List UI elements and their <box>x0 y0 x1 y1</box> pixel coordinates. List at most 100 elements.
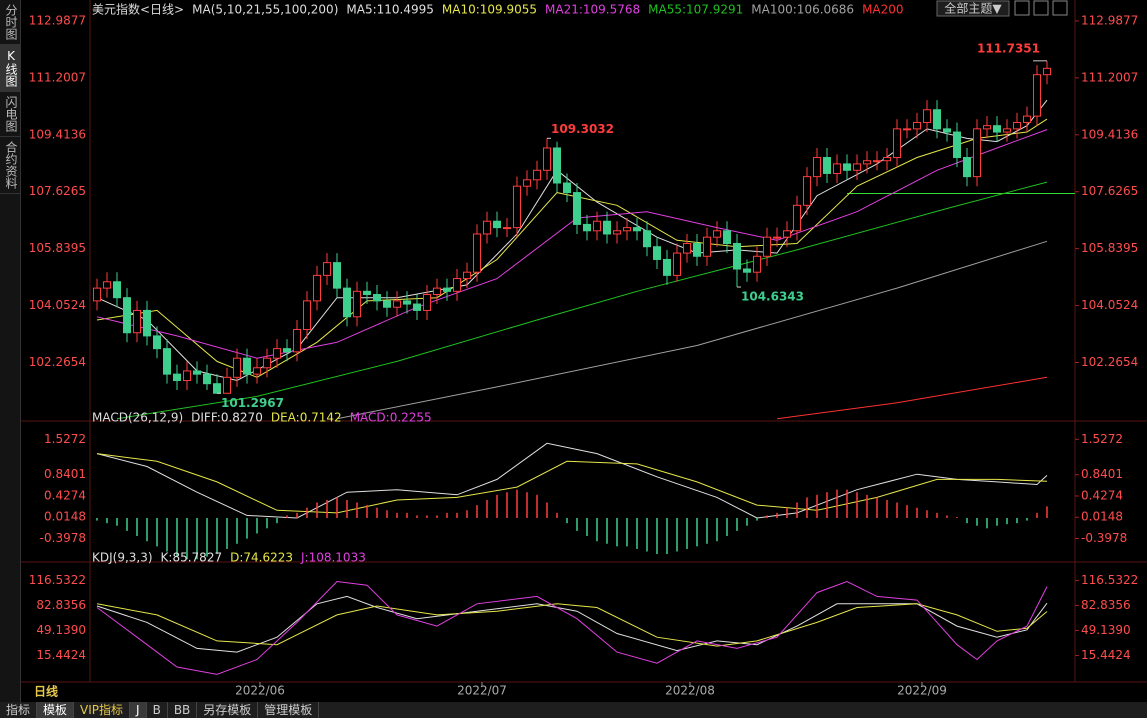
y-tick-label: 107.6265 <box>1081 184 1138 198</box>
candle-body <box>823 157 831 174</box>
sidebar-tab[interactable]: 分时图 <box>0 0 20 45</box>
candle-body <box>203 373 211 385</box>
candle-body <box>443 287 451 292</box>
candle-body <box>253 367 261 375</box>
extreme-label: 109.3032 <box>551 122 614 136</box>
y-tick-label: -0.3978 <box>40 531 86 545</box>
candle-body <box>153 335 161 350</box>
candle-body <box>433 287 441 295</box>
candle-body <box>873 160 881 163</box>
toolbar-tab[interactable]: 另存模板 <box>197 702 259 718</box>
sidebar-tab[interactable]: 合约资料 <box>0 137 20 194</box>
candle-body <box>613 230 621 235</box>
indicator-line <box>116 181 1048 420</box>
y-tick-label: 1.5272 <box>44 432 86 446</box>
toolbar-tab[interactable]: J <box>130 702 147 718</box>
candle-body <box>513 185 521 229</box>
candle-body <box>233 357 241 378</box>
candle-body <box>693 243 701 257</box>
candle-body <box>423 293 431 311</box>
toolbar: 指标 模板 VIP指标 J B BB 另存模板 管理模板 <box>0 702 1147 718</box>
toolbar-tab[interactable]: 管理模板 <box>258 702 320 718</box>
sidebar-tab[interactable]: K线图 <box>0 45 20 92</box>
y-tick-label: 102.2654 <box>29 355 86 369</box>
y-tick-label: 105.8395 <box>1081 241 1138 255</box>
toolbar-tab[interactable]: VIP指标 <box>74 702 131 718</box>
theme-button-label[interactable]: 全部主题▼ <box>944 1 1002 16</box>
y-tick-label: 116.5322 <box>1081 573 1138 587</box>
candle-body <box>453 278 461 292</box>
candle-body <box>983 125 991 130</box>
candle-body <box>923 109 931 123</box>
x-tick-label: 2022/09 <box>897 684 947 698</box>
candle-body <box>1033 74 1041 117</box>
candle-body <box>653 246 661 260</box>
legend-label: MA100:106.0686 <box>751 3 854 17</box>
candle-body <box>943 128 951 133</box>
legend-label: KDJ(9,3,3) <box>92 551 153 565</box>
candle-body <box>573 192 581 225</box>
candle-body <box>123 297 131 334</box>
legend-label: MA(5,10,21,55,100,200) <box>192 3 338 17</box>
toolbar-tab[interactable]: 模板 <box>37 702 75 718</box>
candle-body <box>163 348 171 375</box>
candle-body <box>383 300 391 308</box>
candle-body <box>463 271 471 280</box>
y-tick-label: 111.2007 <box>29 70 86 84</box>
indicator-line <box>96 118 1048 378</box>
candle-body <box>933 109 941 130</box>
candle-body <box>343 287 351 318</box>
y-tick-label: 104.0524 <box>29 298 86 312</box>
candle-body <box>333 262 341 289</box>
extreme-label: 101.2967 <box>221 396 284 410</box>
candle-body <box>183 370 191 382</box>
toolbar-tab[interactable]: BB <box>168 702 198 718</box>
candle-body <box>1043 67 1051 76</box>
candle-body <box>743 268 751 273</box>
toolbar-tab[interactable]: 指标 <box>0 702 38 718</box>
candle-body <box>733 243 741 270</box>
candle-body <box>213 383 221 394</box>
legend-label: DEA:0.7142 <box>271 411 342 425</box>
candle-body <box>403 300 411 305</box>
y-tick-label: 1.5272 <box>1081 432 1123 446</box>
y-tick-label: 105.8395 <box>29 241 86 255</box>
icon-button[interactable] <box>1052 0 1068 16</box>
candle-body <box>1003 128 1011 133</box>
legend-label: MA200 <box>862 3 903 17</box>
y-tick-label: 0.8401 <box>44 467 86 481</box>
candle-body <box>673 252 681 276</box>
legend-label: MA10:109.9055 <box>442 3 537 17</box>
candle-body <box>103 281 111 289</box>
y-tick-label: 102.2654 <box>1081 355 1138 369</box>
legend-label: D:74.6223 <box>230 551 293 565</box>
icon-button[interactable] <box>1033 0 1049 16</box>
indicator-line <box>96 129 1048 359</box>
candle-body <box>913 121 921 130</box>
y-tick-label: 0.0148 <box>44 510 86 524</box>
candle-body <box>893 128 901 159</box>
y-tick-label: 104.0524 <box>1081 298 1138 312</box>
theme-button[interactable] <box>936 0 1010 17</box>
y-tick-label: -0.3978 <box>1081 531 1127 545</box>
extreme-label: 104.6343 <box>741 290 804 304</box>
chart: 全部主题▼ 日线 102.2654 102.2654 104.0524 104.052… <box>21 0 1147 699</box>
period-label: 日线 <box>34 684 58 699</box>
y-tick-label: 0.4274 <box>1081 488 1123 502</box>
indicator-line <box>96 580 1048 675</box>
candle-body <box>623 227 631 232</box>
candle-body <box>803 176 811 206</box>
candle-body <box>753 255 761 273</box>
indicator-line <box>776 376 1048 420</box>
y-tick-label: 0.0148 <box>1081 510 1123 524</box>
icon-button[interactable] <box>1014 0 1030 16</box>
candle-body <box>813 157 821 178</box>
toolbar-tab[interactable]: B <box>147 702 168 718</box>
candle-body <box>1023 115 1031 123</box>
candle-body <box>113 281 121 299</box>
legend-label: MA21:109.5768 <box>545 3 640 17</box>
sidebar-tab[interactable]: 闪电图 <box>0 92 20 137</box>
candle-body <box>683 243 691 254</box>
candle-body <box>173 373 181 382</box>
